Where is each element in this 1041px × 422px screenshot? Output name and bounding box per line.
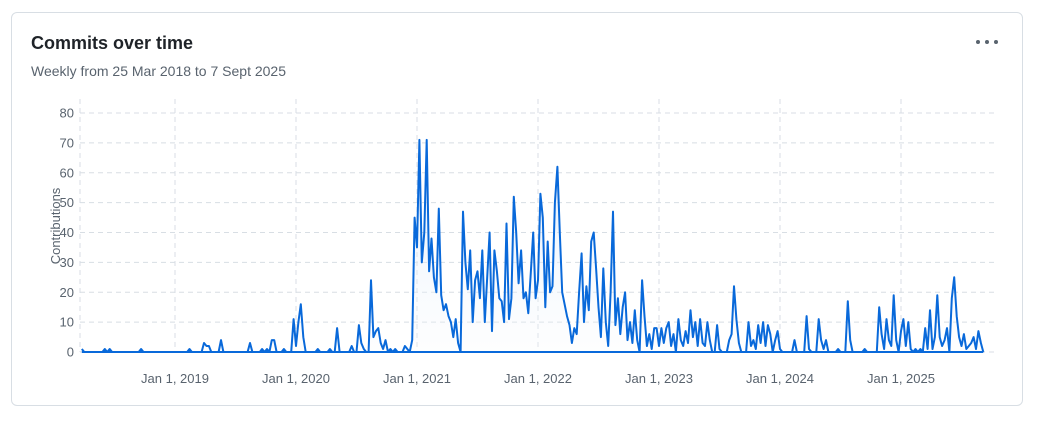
y-tick-label: 50 [60, 195, 74, 210]
x-axis-ticks: Jan 1, 2019 Jan 1, 2020 Jan 1, 2021 Jan 1, … [141, 371, 935, 386]
y-tick-label: 30 [60, 255, 74, 270]
x-tick-label: Jan 1, 2020 [262, 371, 330, 386]
y-tick-label: 60 [60, 165, 74, 180]
y-tick-label: 0 [67, 345, 74, 360]
x-tick-label: Jan 1, 2023 [625, 371, 693, 386]
y-tick-label: 40 [60, 225, 74, 240]
y-tick-label: 10 [60, 315, 74, 330]
card-subtitle: Weekly from 25 Mar 2018 to 7 Sept 2025 [31, 63, 286, 79]
x-tick-label: Jan 1, 2024 [746, 371, 814, 386]
series-line [81, 138, 985, 353]
y-tick-label: 20 [60, 285, 74, 300]
x-tick-label: Jan 1, 2021 [383, 371, 451, 386]
x-tick-label: Jan 1, 2019 [141, 371, 209, 386]
x-tick-label: Jan 1, 2025 [867, 371, 935, 386]
y-tick-label: 80 [60, 106, 74, 121]
kebab-horizontal-icon[interactable] [974, 31, 1000, 51]
y-axis-ticks: 0 10 20 30 40 50 60 70 80 [60, 106, 74, 360]
x-tick-label: Jan 1, 2022 [504, 371, 572, 386]
card-title: Commits over time [31, 33, 194, 53]
y-axis-label: Contributions [48, 187, 63, 264]
y-tick-label: 70 [60, 135, 74, 150]
